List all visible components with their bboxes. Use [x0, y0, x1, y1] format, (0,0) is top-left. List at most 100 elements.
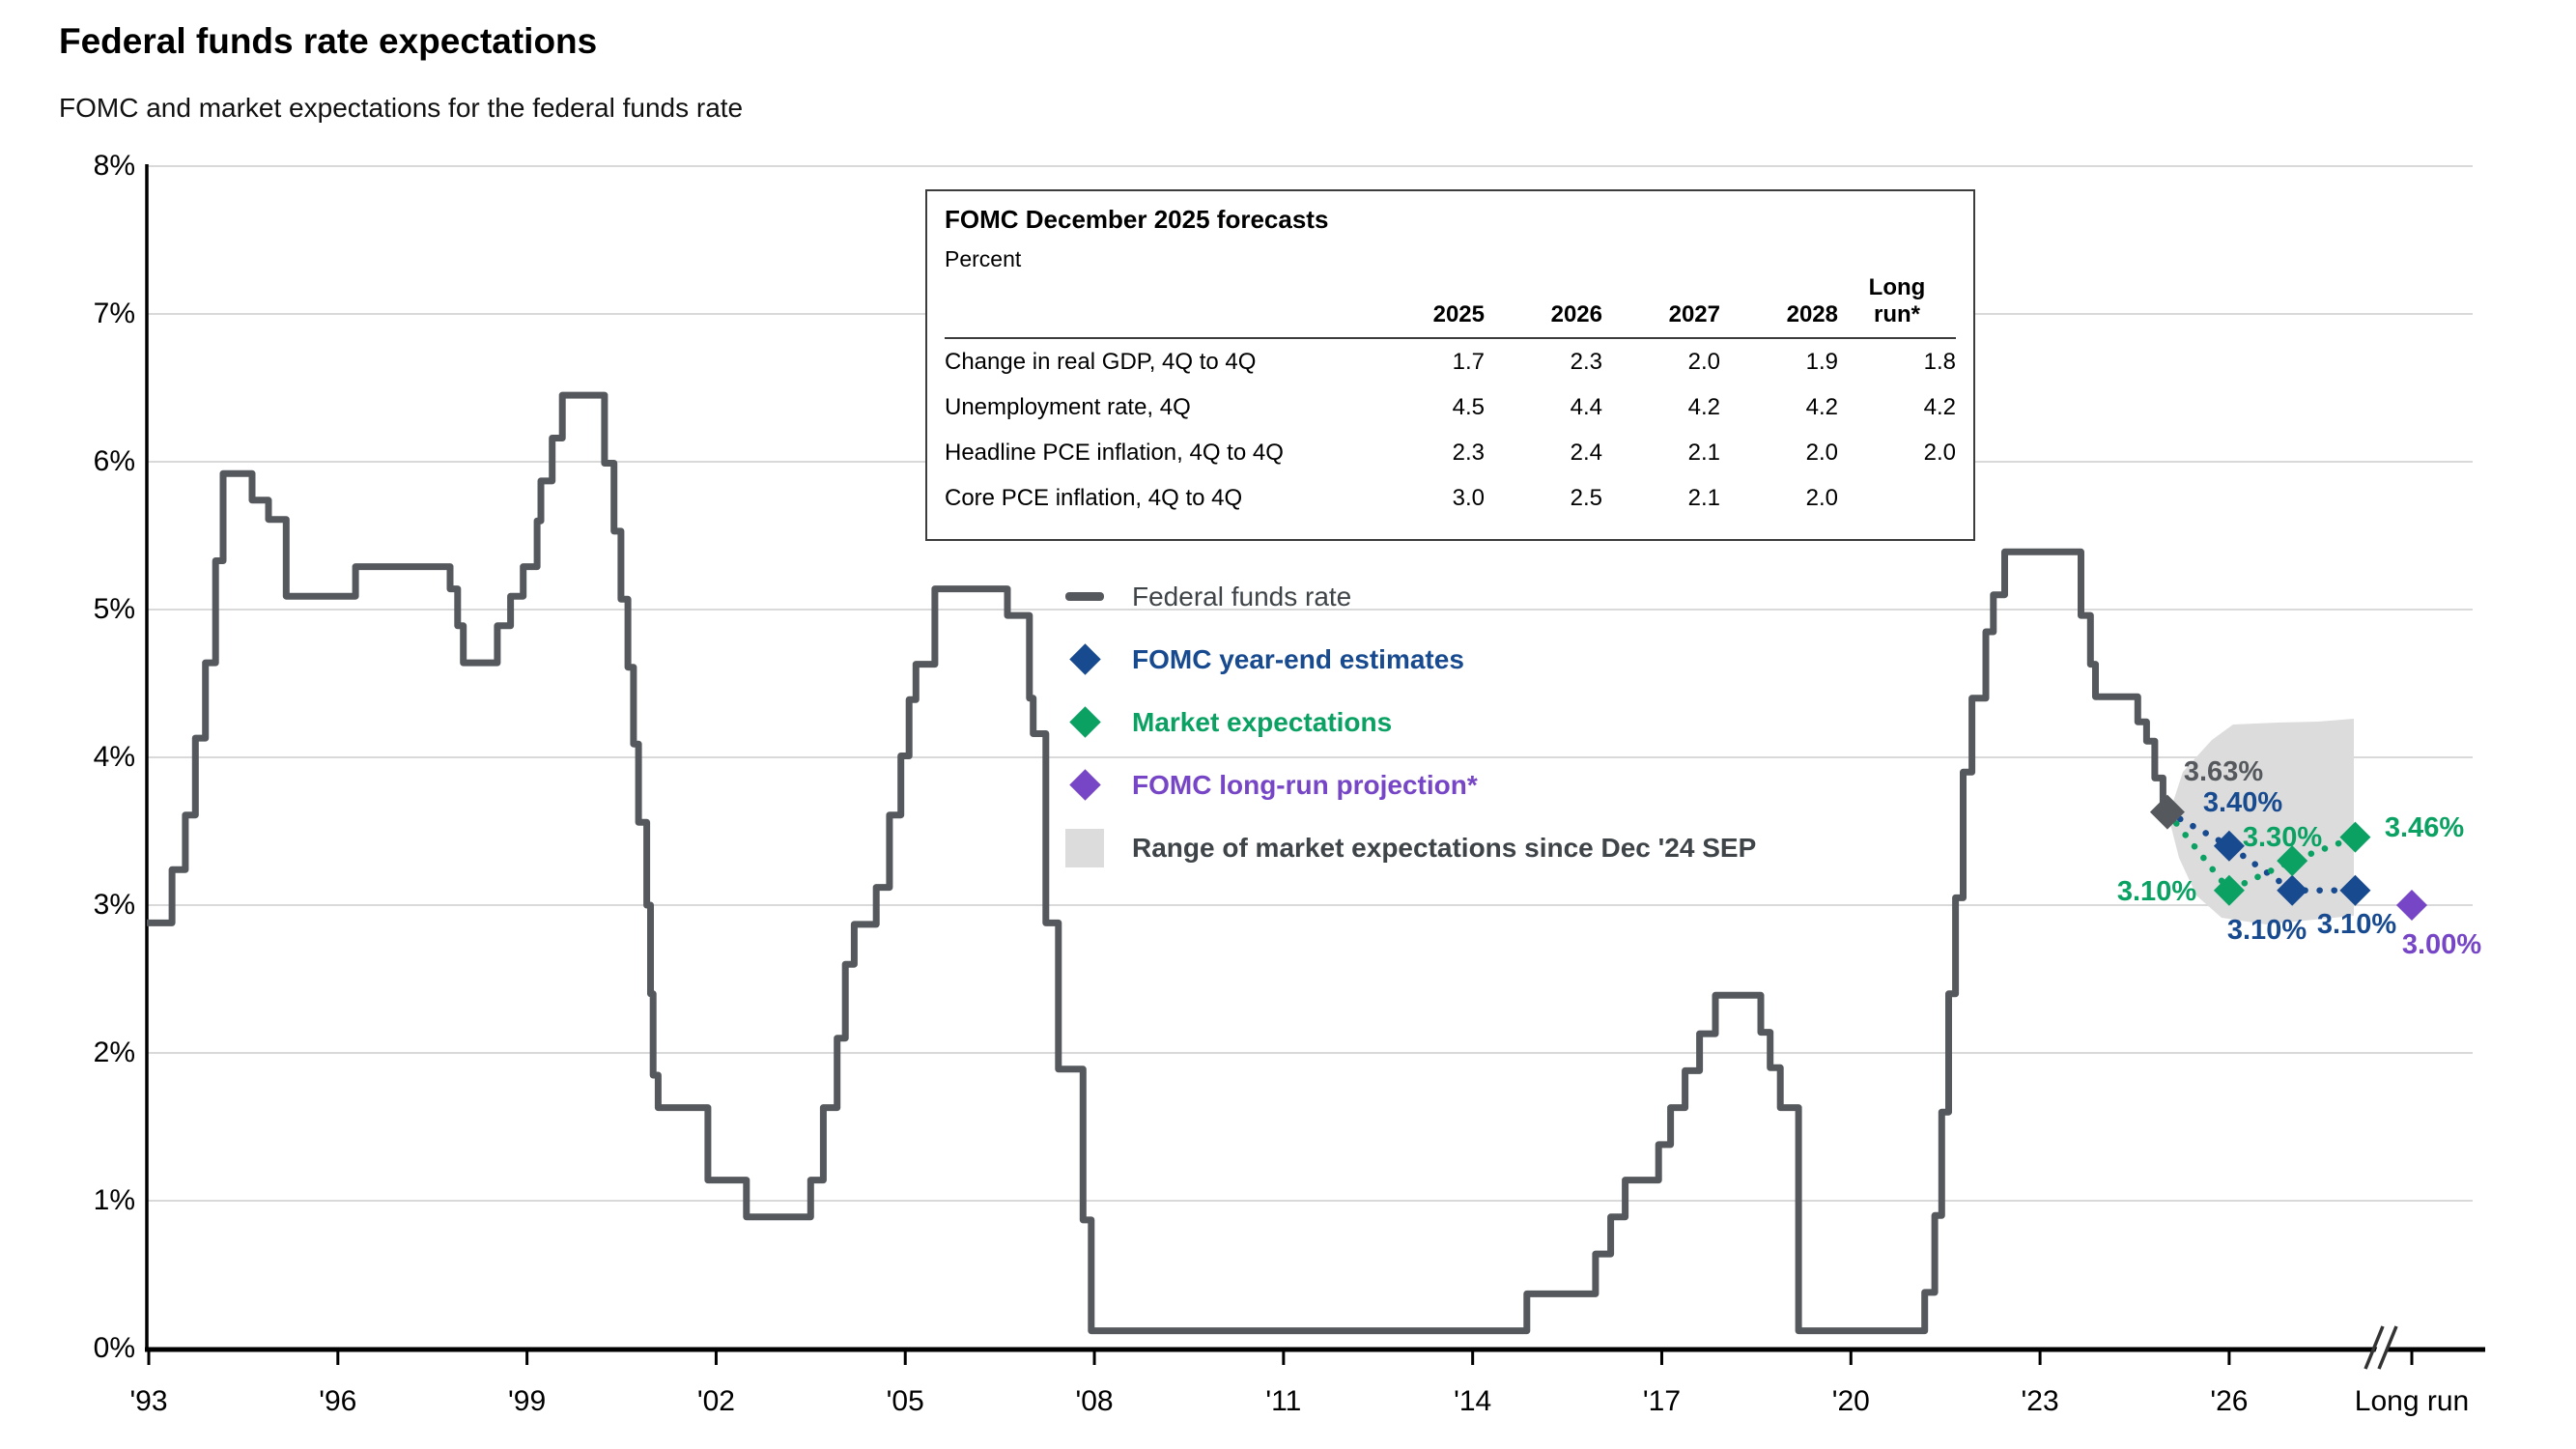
- forecast-value-cell: 2.5: [1570, 485, 1602, 511]
- annotation-fomc-3.10%: 3.10%: [2317, 909, 2396, 940]
- fomc-estimate-diamond-2027: [2277, 874, 2308, 906]
- x-tick-label-2002: '02: [696, 1385, 735, 1417]
- forecast-col-header: 2027: [1602, 274, 1720, 339]
- x-tick-label-long-run: Long run: [2354, 1385, 2470, 1417]
- forecast-table: 2025 2026 2027 2028 Long run* Change in real…: [945, 274, 1956, 521]
- forecast-value-cell: 4.2: [1923, 394, 1956, 420]
- annotation-fomc-3.40%: 3.40%: [2203, 787, 2282, 818]
- forecast-value-cell: 4.5: [1452, 394, 1485, 420]
- market-expectation-diamond-2026: [2213, 874, 2245, 906]
- forecast-table-header-row: 2025 2026 2027 2028 Long run*: [945, 274, 1956, 339]
- forecast-value-cell: 4.2: [1687, 394, 1720, 420]
- x-tick-label-2008: '08: [1075, 1385, 1114, 1417]
- x-tick-label-1996: '96: [319, 1385, 357, 1417]
- axis-break-slash-2: [2377, 1325, 2398, 1370]
- chart-legend: Federal funds rate FOMC year-end estimate…: [1055, 565, 1756, 879]
- forecast-table-row: Change in real GDP, 4Q to 4Q 1.7 2.3 2.0 1.9…: [945, 338, 1956, 384]
- forecast-value-cell: 1.8: [1923, 349, 1956, 375]
- page-title: Federal funds rate expectations: [59, 21, 598, 61]
- legend-item: Market expectations: [1055, 691, 1756, 753]
- forecast-value-cell: 3.0: [1452, 485, 1485, 511]
- legend-item: FOMC long-run projection*: [1055, 753, 1756, 816]
- y-tick-label-8: 8%: [93, 150, 135, 182]
- forecast-value-cell: 4.4: [1570, 394, 1602, 420]
- market-expectation-diamond-2027: [2277, 845, 2308, 877]
- market-expectations-dotted-line: [2164, 809, 2359, 895]
- forecast-table-row: Unemployment rate, 4Q 4.5 4.4 4.2 4.2 4.2: [945, 384, 1956, 430]
- forecast-col-header: 2026: [1485, 274, 1602, 339]
- x-tick-label-2026: '26: [2210, 1385, 2249, 1417]
- y-tick-label-1: 1%: [93, 1184, 135, 1216]
- diamond-marker-icon: [1068, 643, 1101, 675]
- axis-break-gap: [2368, 1324, 2397, 1371]
- annotation-longrun-3.00%: 3.00%: [2402, 929, 2481, 960]
- annotation-market-3.46%: 3.46%: [2385, 812, 2464, 843]
- x-tick-label-2005: '05: [886, 1385, 924, 1417]
- fomc-estimate-diamond-2026: [2213, 830, 2245, 862]
- inset-table-title: FOMC December 2025 forecasts: [945, 205, 1329, 234]
- forecast-row-label: Unemployment rate, 4Q: [945, 394, 1191, 420]
- forecast-table-row: Headline PCE inflation, 4Q to 4Q 2.3 2.4 2.…: [945, 430, 1956, 475]
- forecast-value-cell: 1.9: [1805, 349, 1838, 375]
- annotation-market-3.10%: 3.10%: [2117, 876, 2196, 907]
- y-tick-label-3: 3%: [93, 889, 135, 921]
- forecast-row-label: Core PCE inflation, 4Q to 4Q: [945, 485, 1243, 511]
- fomc-long-run-diamond: [2396, 890, 2427, 921]
- forecast-value-cell: [1838, 475, 1956, 521]
- line-marker-icon: [1065, 592, 1104, 601]
- forecast-value-cell: 2.0: [1805, 485, 1838, 511]
- x-tick-label-2023: '23: [2021, 1385, 2059, 1417]
- forecast-col-header: 2028: [1720, 274, 1838, 339]
- page-subtitle: FOMC and market expectations for the fed…: [59, 93, 744, 123]
- x-tick-label-2017: '17: [1642, 1385, 1682, 1417]
- y-tick-label-6: 6%: [93, 445, 135, 477]
- legend-label: FOMC long-run projection*: [1132, 769, 1478, 800]
- diamond-marker-icon: [1068, 706, 1101, 738]
- market-expectations-range-band: [2168, 719, 2354, 924]
- x-tick-label-2014: '14: [1454, 1385, 1492, 1417]
- fomc-estimate-diamond-2028: [2339, 874, 2371, 906]
- y-tick-label-4: 4%: [93, 741, 135, 773]
- legend-item: FOMC year-end estimates: [1055, 628, 1756, 691]
- x-tick-label-1999: '99: [508, 1385, 547, 1417]
- y-tick-label-0: 0%: [93, 1332, 135, 1364]
- forecast-table-row: Core PCE inflation, 4Q to 4Q 3.0 2.5 2.1 2.0: [945, 475, 1956, 521]
- x-tick-label-2020: '20: [1831, 1385, 1870, 1417]
- forecast-col-header: Long run*: [1838, 274, 1956, 339]
- forecast-value-cell: 2.0: [1805, 440, 1838, 466]
- forecast-value-cell: 2.0: [1687, 349, 1720, 375]
- y-tick-label-7: 7%: [93, 298, 135, 329]
- forecast-value-cell: 2.1: [1687, 485, 1720, 511]
- legend-label: FOMC year-end estimates: [1132, 643, 1464, 674]
- forecast-row-label: Change in real GDP, 4Q to 4Q: [945, 349, 1257, 375]
- inset-table-unit: Percent: [945, 246, 1022, 271]
- square-marker-icon: [1065, 828, 1104, 867]
- forecast-value-cell: 2.3: [1452, 440, 1485, 466]
- forecast-value-cell: 2.1: [1687, 440, 1720, 466]
- market-expectation-diamond-2028: [2339, 821, 2371, 853]
- forecast-value-cell: 2.0: [1923, 440, 1956, 466]
- forecast-value-cell: 4.2: [1805, 394, 1838, 420]
- forecast-value-cell: 1.7: [1452, 349, 1485, 375]
- forecast-col-header: 2025: [1367, 274, 1485, 339]
- diamond-marker-icon: [1068, 769, 1101, 801]
- fomc-forecast-table: FOMC December 2025 forecasts Percent 202…: [925, 189, 1975, 541]
- legend-label: Market expectations: [1132, 706, 1393, 737]
- forecast-row-label: Headline PCE inflation, 4Q to 4Q: [945, 440, 1284, 466]
- legend-item: Range of market expectations since Dec '…: [1055, 816, 1756, 879]
- x-tick-label-2011: '11: [1265, 1385, 1302, 1417]
- legend-label: Range of market expectations since Dec '…: [1132, 832, 1757, 863]
- legend-label: Federal funds rate: [1132, 581, 1352, 611]
- legend-item: Federal funds rate: [1055, 565, 1756, 628]
- current-rate-diamond: [2149, 794, 2185, 830]
- x-tick-label-1993: '93: [129, 1385, 168, 1417]
- annotation-fomc-3.10%: 3.10%: [2227, 915, 2307, 946]
- axis-break-slash-1: [2364, 1325, 2385, 1370]
- y-tick-label-5: 5%: [93, 593, 135, 625]
- forecast-value-cell: 2.3: [1570, 349, 1602, 375]
- y-tick-label-2: 2%: [93, 1037, 135, 1068]
- annotation-current-3.63%: 3.63%: [2184, 756, 2263, 787]
- forecast-value-cell: 2.4: [1570, 440, 1602, 466]
